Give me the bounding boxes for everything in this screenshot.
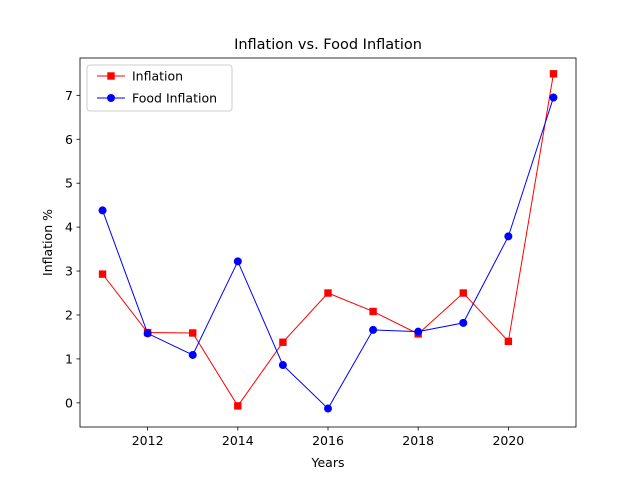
data-point-inflation	[504, 337, 513, 346]
x-tick-label: 2016	[312, 433, 344, 448]
data-point-food-inflation	[98, 206, 107, 215]
data-point-food-inflation	[278, 361, 287, 370]
legend-label-food-inflation: Food Inflation	[132, 91, 217, 106]
data-point-inflation	[189, 329, 197, 337]
x-axis-label: Years	[311, 455, 345, 470]
data-point-food-inflation	[188, 350, 197, 359]
series-layer	[98, 70, 558, 413]
y-tick-label: 0	[65, 395, 73, 410]
data-point-food-inflation	[414, 327, 423, 336]
data-point-food-inflation	[549, 93, 558, 102]
legend-marker-inflation	[107, 72, 115, 80]
data-point-food-inflation	[459, 318, 468, 327]
y-tick-label: 1	[65, 351, 73, 366]
data-point-inflation	[279, 338, 287, 346]
y-axis-label: Inflation %	[40, 209, 55, 276]
data-point-food-inflation	[504, 232, 513, 241]
data-point-inflation	[549, 70, 558, 78]
y-tick-label: 4	[65, 220, 73, 235]
y-tick-label: 7	[65, 88, 73, 103]
data-point-food-inflation	[369, 325, 378, 334]
x-tick-label: 2014	[222, 433, 254, 448]
y-tick-label: 2	[65, 307, 73, 322]
legend-label-inflation: Inflation	[132, 69, 183, 84]
data-point-food-inflation	[233, 257, 242, 266]
data-point-inflation	[234, 402, 242, 410]
legend-marker-food-inflation	[107, 94, 115, 102]
plot-frame	[79, 57, 577, 428]
x-tick-label: 2018	[402, 433, 434, 448]
x-tick-label: 2012	[132, 433, 164, 448]
plot-area	[80, 58, 576, 427]
x-tick-label: 2020	[492, 433, 524, 448]
y-tick-label: 3	[65, 264, 73, 279]
legend: Inflation Food Inflation	[86, 64, 233, 112]
data-point-food-inflation	[324, 404, 332, 413]
y-tick-label: 5	[65, 176, 73, 191]
y-tick-label: 6	[65, 132, 73, 147]
data-point-inflation	[98, 270, 107, 278]
data-point-food-inflation	[143, 329, 152, 338]
axis-layer: 2012 2014 2016 2018 2020 0 1 2 3 4 5 6 7	[65, 88, 524, 448]
data-point-inflation	[324, 289, 332, 297]
chart-title: Inflation vs. Food Inflation	[234, 37, 422, 53]
data-point-inflation	[459, 289, 467, 297]
data-point-inflation	[369, 307, 377, 316]
